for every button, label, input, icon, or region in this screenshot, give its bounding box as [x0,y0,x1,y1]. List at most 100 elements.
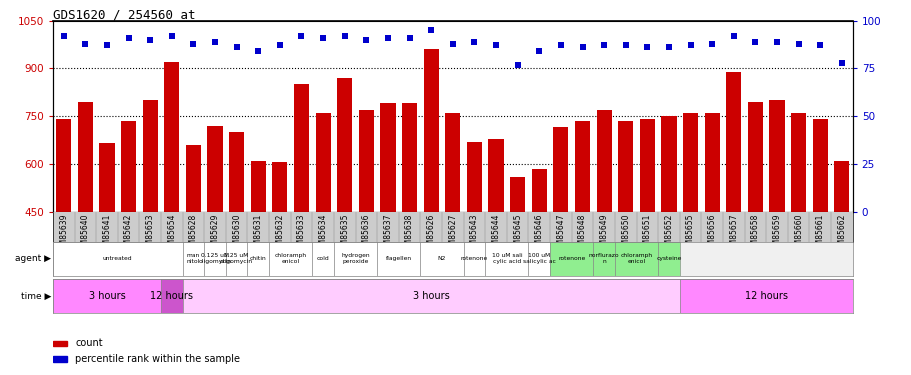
Text: hydrogen
peroxide: hydrogen peroxide [341,254,370,264]
Point [661,44,676,50]
Bar [315,113,331,356]
Bar [186,145,200,356]
Point [812,42,826,48]
Text: GSM85626: GSM85626 [426,213,435,255]
Bar [182,279,679,313]
Text: GSM85643: GSM85643 [469,213,478,255]
Text: GSM85646: GSM85646 [534,213,543,255]
Point [640,44,654,50]
Point [424,27,438,33]
Text: norflurazo
n: norflurazo n [589,254,619,264]
Point [747,39,762,45]
Bar [704,113,719,356]
Text: GSM85649: GSM85649 [599,213,608,255]
Point [272,42,287,48]
Point [769,39,783,45]
Bar [53,242,182,276]
Bar [640,119,654,356]
Text: agent ▶: agent ▶ [15,254,51,263]
Bar [596,110,611,356]
Text: GSM85640: GSM85640 [81,213,89,255]
Point [121,35,136,41]
Text: GSM85642: GSM85642 [124,213,133,255]
Text: GSM85653: GSM85653 [146,213,155,255]
Text: flagellen: flagellen [385,256,412,261]
Text: GSM85632: GSM85632 [275,213,284,255]
Point [510,62,525,68]
Point [99,42,114,48]
Text: GSM85627: GSM85627 [448,213,456,255]
Text: GSM85638: GSM85638 [404,213,414,255]
Text: chloramph
enicol: chloramph enicol [619,254,652,264]
Point [596,42,610,48]
Point [294,33,309,39]
Text: 10 uM sali
cylic acid: 10 uM sali cylic acid [491,254,522,264]
Point [380,35,394,41]
Text: rotenone: rotenone [558,256,585,261]
Bar [77,102,93,356]
Text: GSM85650: GSM85650 [620,213,630,255]
Point [445,40,460,46]
Bar [466,142,481,356]
Bar [445,113,460,356]
Bar [121,121,136,356]
Point [143,37,158,43]
Text: chitin: chitin [250,256,266,261]
Text: 0.125 uM
oligomycin: 0.125 uM oligomycin [199,254,231,264]
Text: N2: N2 [437,256,445,261]
Point [618,42,632,48]
Point [575,44,589,50]
Bar [553,128,568,355]
Text: GSM85634: GSM85634 [318,213,327,255]
Point [488,42,503,48]
Text: count: count [76,339,103,348]
Text: GSM85661: GSM85661 [815,213,824,255]
Point [704,40,719,46]
Text: 100 uM
salicylic ac: 100 uM salicylic ac [522,254,555,264]
Bar [161,279,182,313]
Point [315,35,330,41]
Point [466,39,481,45]
Bar [658,242,679,276]
Bar [812,119,827,356]
Bar [53,279,161,313]
Text: untreated: untreated [103,256,132,261]
Bar [312,242,333,276]
Point [726,33,741,39]
Text: 12 hours: 12 hours [744,291,787,301]
Bar [53,356,67,362]
Text: GSM85660: GSM85660 [793,213,803,255]
Bar [293,84,309,356]
Bar [527,242,549,276]
Text: GSM85635: GSM85635 [340,213,349,255]
Text: time ▶: time ▶ [21,292,51,301]
Point [56,33,71,39]
Bar [420,242,463,276]
Point [78,40,93,46]
Point [164,33,179,39]
Text: GSM85628: GSM85628 [189,213,198,255]
Point [834,60,848,66]
Text: GSM85630: GSM85630 [232,213,241,255]
Text: GSM85637: GSM85637 [383,213,392,255]
Text: GDS1620 / 254560_at: GDS1620 / 254560_at [53,8,195,21]
Text: 1.25 uM
oligomycin: 1.25 uM oligomycin [220,254,253,264]
Bar [747,102,763,356]
Bar [531,169,547,356]
Text: GSM85658: GSM85658 [750,213,759,255]
Text: GSM85641: GSM85641 [102,213,111,255]
Text: cold: cold [316,256,329,261]
Bar [488,138,503,356]
Text: GSM85644: GSM85644 [491,213,500,255]
Point [791,40,805,46]
Text: 3 hours: 3 hours [413,291,449,301]
Bar [333,242,377,276]
Point [402,35,416,41]
Text: GSM85655: GSM85655 [685,213,694,255]
Bar [790,113,805,356]
Text: GSM85651: GSM85651 [642,213,651,255]
Point [229,44,243,50]
Text: GSM85657: GSM85657 [729,213,738,255]
Bar [142,100,158,356]
Text: man
nitol: man nitol [187,254,200,264]
